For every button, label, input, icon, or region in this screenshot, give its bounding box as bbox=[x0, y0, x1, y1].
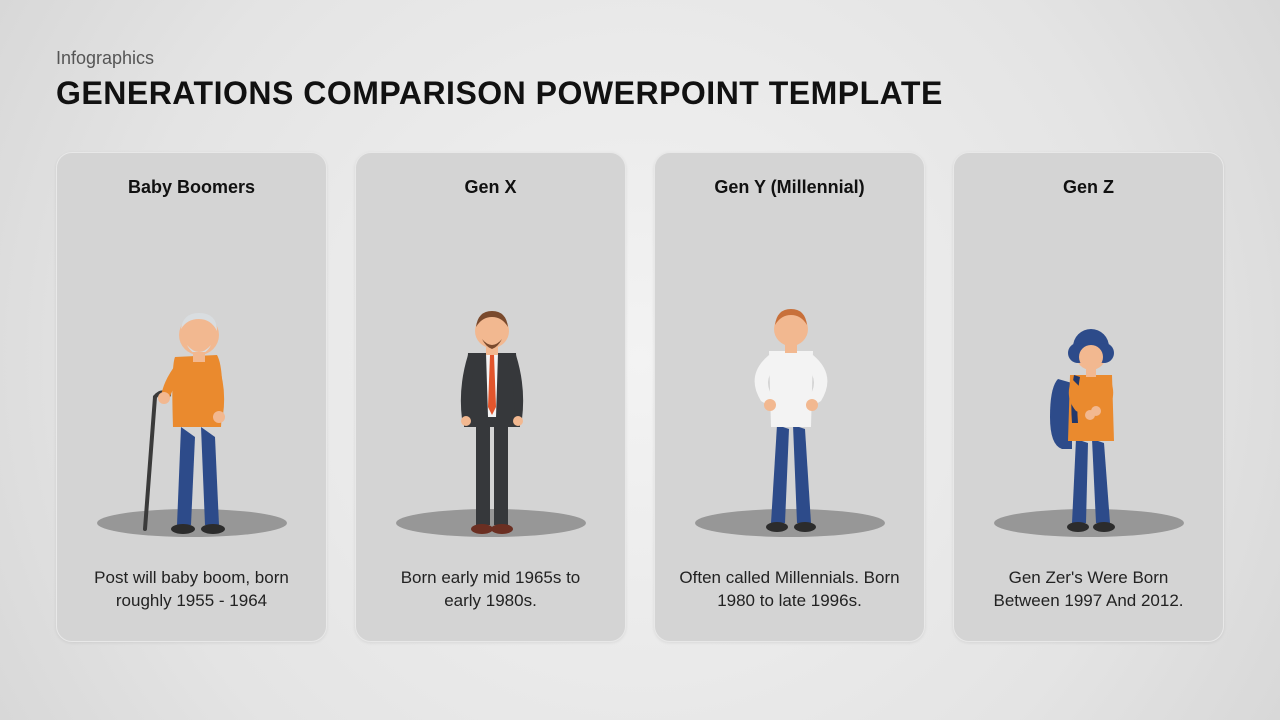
card-gen-x: Gen X bbox=[355, 152, 626, 642]
page-title: GENERATIONS COMPARISON POWERPOINT TEMPLA… bbox=[56, 75, 1224, 112]
card-desc: Born early mid 1965s to early 1980s. bbox=[374, 567, 607, 613]
boomer-person-icon bbox=[117, 297, 267, 537]
card-gen-y: Gen Y (Millennial) Of bbox=[654, 152, 925, 642]
genx-person-icon bbox=[426, 297, 556, 537]
card-title: Gen Z bbox=[1063, 177, 1114, 198]
card-gen-z: Gen Z bbox=[953, 152, 1224, 642]
figure-zone bbox=[673, 216, 906, 537]
cards-row: Baby Boomers bbox=[56, 152, 1224, 642]
subtitle: Infographics bbox=[56, 48, 1224, 69]
card-title: Gen X bbox=[464, 177, 516, 198]
card-desc: Often called Millennials. Born 1980 to l… bbox=[673, 567, 906, 613]
geny-person-icon bbox=[715, 297, 865, 537]
figure-zone bbox=[972, 216, 1205, 537]
card-desc: Post will baby boom, born roughly 1955 -… bbox=[75, 567, 308, 613]
card-desc: Gen Zer's Were Born Between 1997 And 201… bbox=[972, 567, 1205, 613]
genz-person-icon bbox=[1024, 327, 1154, 537]
figure-zone bbox=[75, 216, 308, 537]
card-title: Baby Boomers bbox=[128, 177, 255, 198]
card-title: Gen Y (Millennial) bbox=[714, 177, 864, 198]
figure-zone bbox=[374, 216, 607, 537]
card-baby-boomers: Baby Boomers bbox=[56, 152, 327, 642]
